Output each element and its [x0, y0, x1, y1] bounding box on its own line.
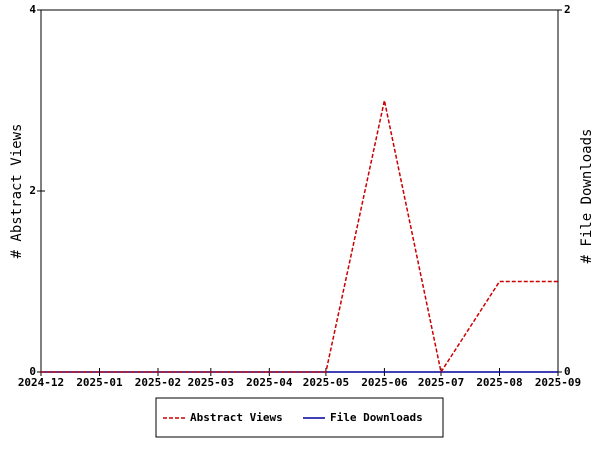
x-tick-label: 2025-02 [135, 376, 181, 389]
y-tick-label: 2 [29, 184, 36, 197]
x-tick-label: 2025-06 [361, 376, 408, 389]
x-tick-label: 2025-03 [188, 376, 234, 389]
y-tick-label: 4 [29, 3, 36, 16]
y2-tick-label: 0 [564, 365, 571, 378]
y-tick-label: 0 [29, 365, 36, 378]
x-tick-label: 2025-04 [246, 376, 293, 389]
legend [155, 397, 444, 438]
series-line [41, 100, 558, 374]
legend-label: Abstract Views [190, 411, 283, 424]
y2-axis-title: # File Downloads [579, 129, 595, 264]
y2-tick-label: 2 [564, 3, 571, 16]
plot-frame [40, 9, 559, 373]
y-axis-title: # Abstract Views [9, 124, 25, 259]
x-tick-label: 2024-12 [18, 376, 64, 389]
x-tick-label: 2025-01 [76, 376, 123, 389]
x-tick-label: 2025-07 [418, 376, 464, 389]
x-tick-label: 2025-09 [535, 376, 581, 389]
x-tick-label: 2025-08 [476, 376, 522, 389]
legend-label: File Downloads [330, 411, 423, 424]
x-tick-label: 2025-05 [303, 376, 349, 389]
